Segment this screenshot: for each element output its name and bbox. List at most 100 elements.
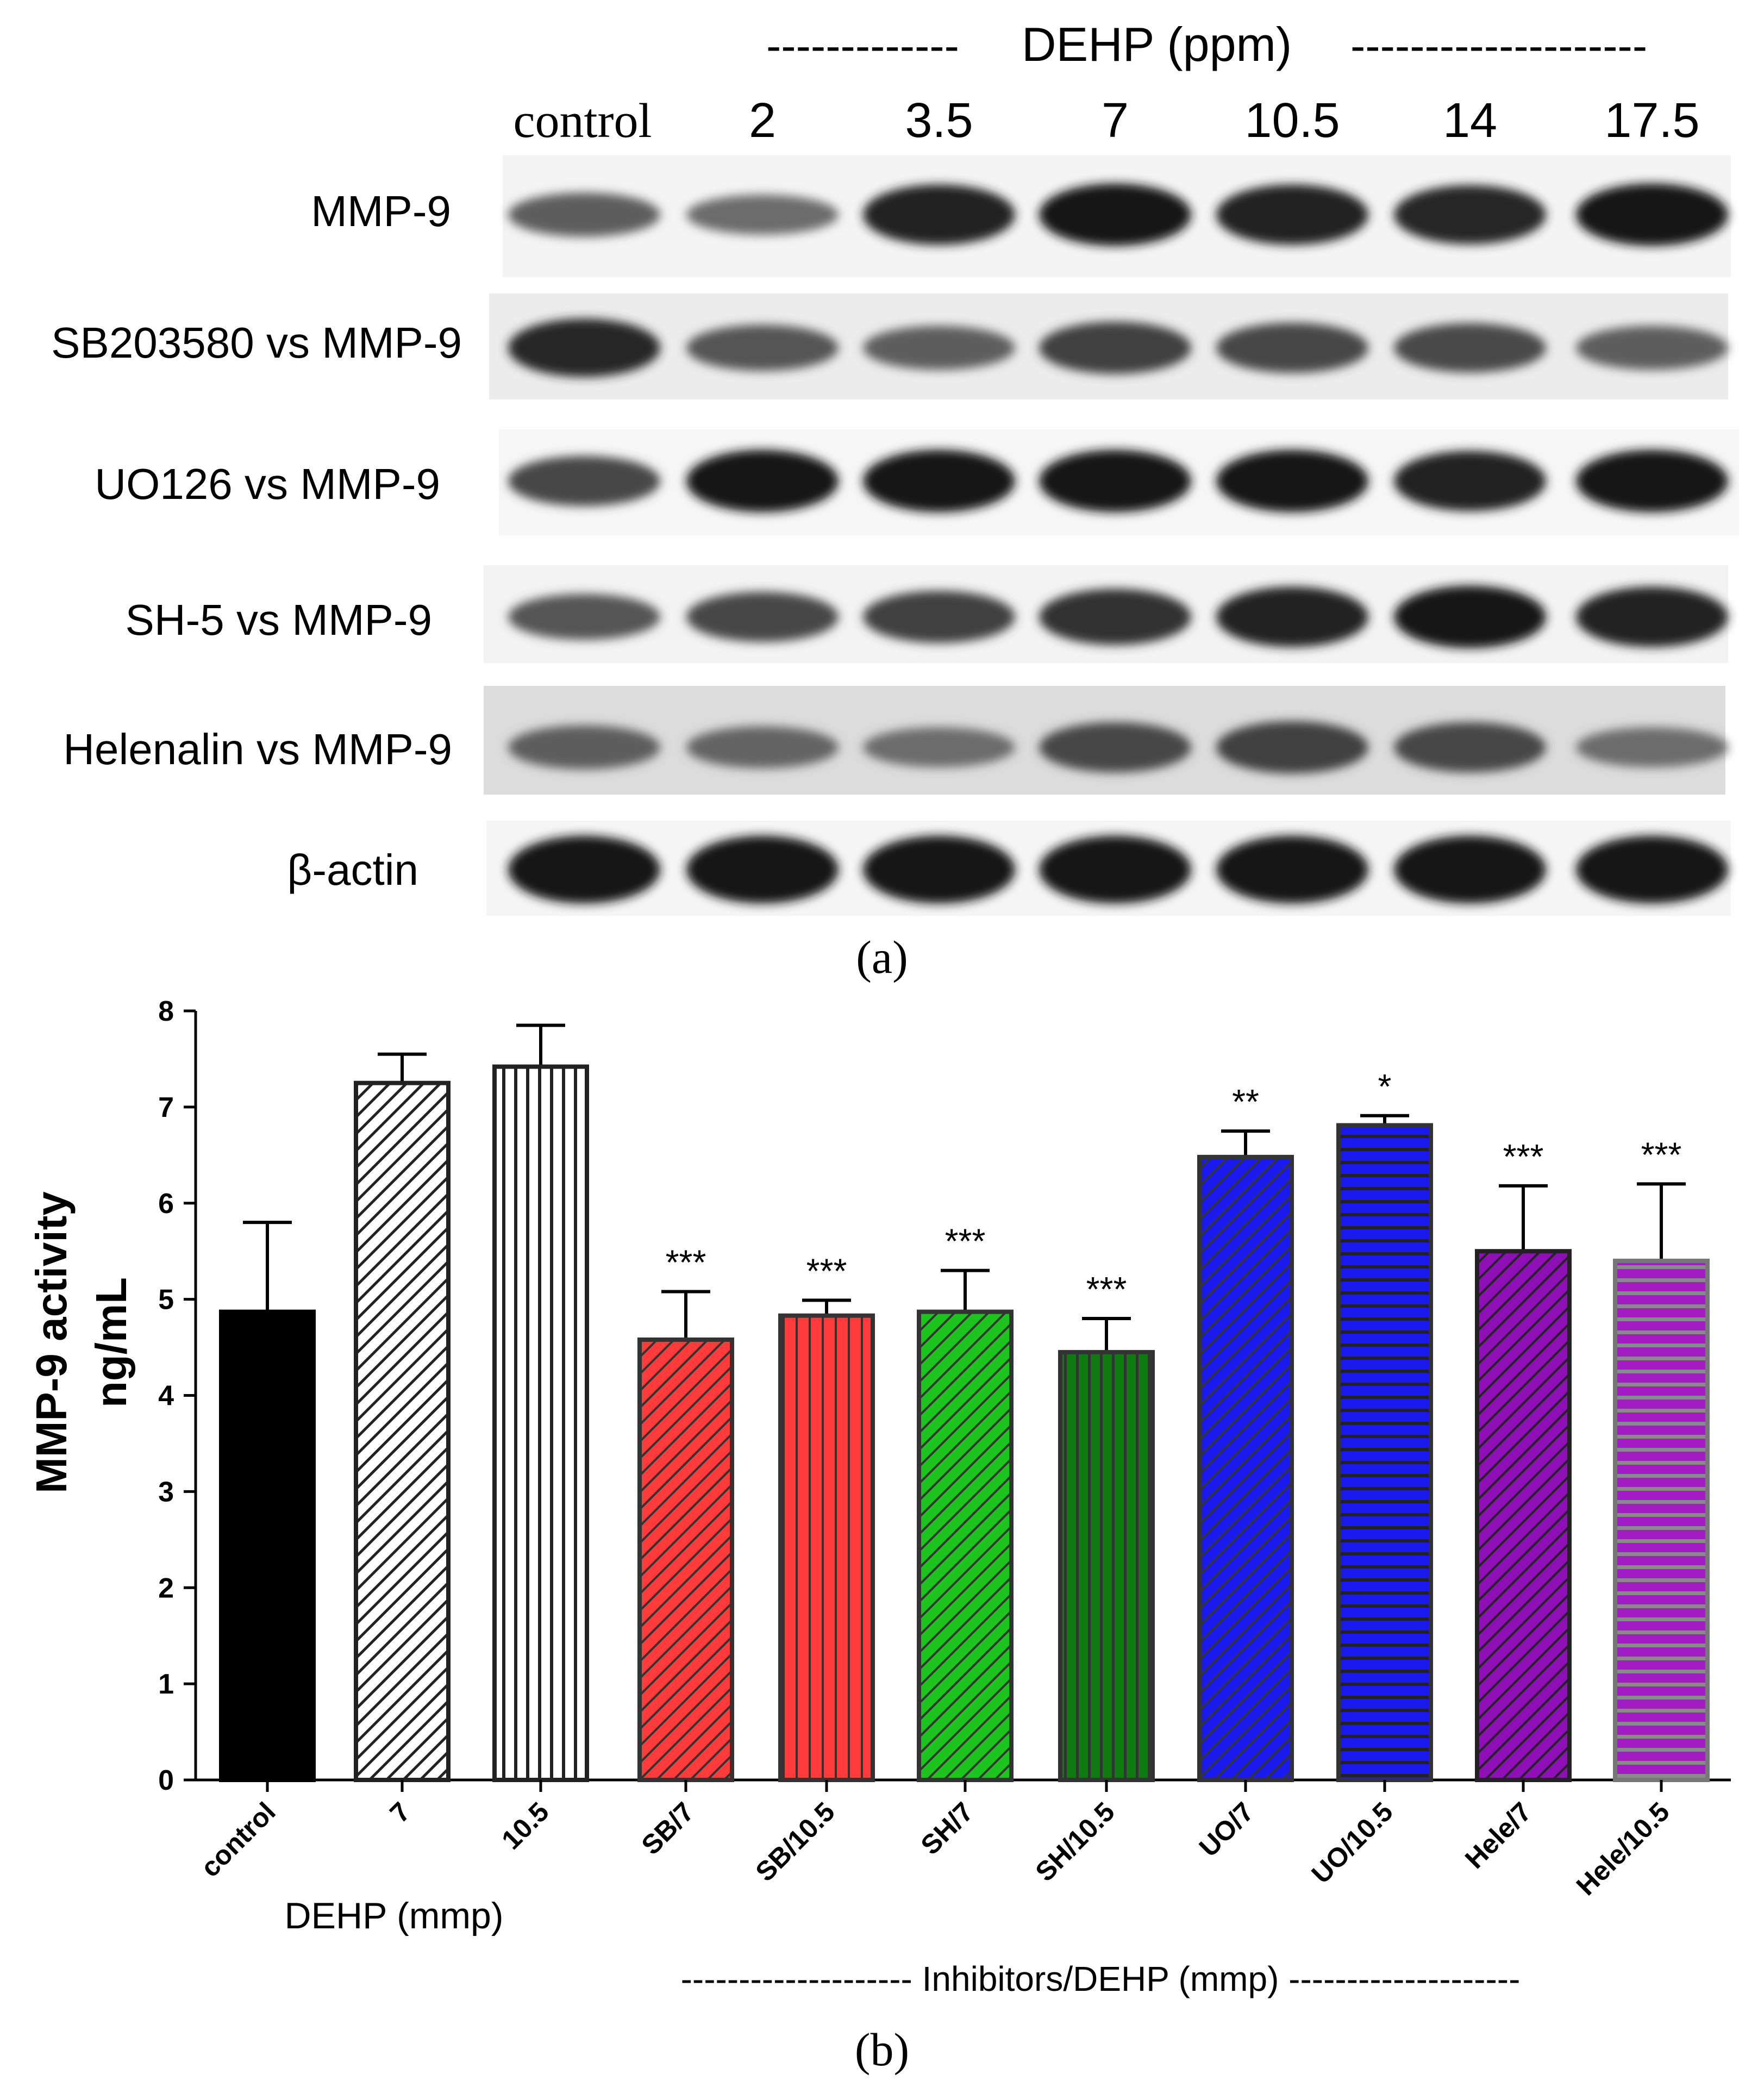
significance-label: *** [666,1242,706,1282]
blot-band [508,725,660,770]
blot-band [1039,835,1191,904]
y-tick-label: 2 [158,1572,174,1604]
lane-label: 3.5 [905,93,973,148]
western-blot-panel: ------------- DEHP (ppm) ---------------… [51,17,1739,983]
blot-band [863,449,1015,513]
bar [1613,1258,1710,1782]
bar [1336,1123,1433,1782]
lane-label: 10.5 [1244,93,1340,148]
blot-band [508,318,660,377]
blot-row-label: β-actin [287,846,418,894]
blot-band [686,591,839,642]
blot-row: SB203580 vs MMP-9 [51,293,1728,399]
x-tick-label: SH/7 [915,1796,979,1860]
y-axis-label-line1: MMP-9 activity [27,1191,76,1494]
blot-band [1216,184,1368,245]
blot-band [1216,586,1368,647]
blot-band [1394,722,1546,773]
significance-label: *** [1503,1137,1544,1176]
x-tick-label: UO/7 [1193,1796,1260,1863]
lane-label: 17.5 [1604,93,1699,148]
lane-label: 2 [749,93,776,148]
group-label-inhibitors: -------------------- Inhibitors/DEHP (mm… [681,1959,1521,1998]
y-tick-label: 1 [158,1669,174,1700]
bar [1475,1249,1572,1782]
blot-band [863,727,1015,767]
x-tick-label: Hele/10.5 [1571,1796,1675,1901]
blot-band [1039,722,1191,773]
blot-row: SH-5 vs MMP-9 [126,565,1728,663]
significance-label: *** [806,1251,847,1290]
blot-band [686,726,839,769]
blot-band [1039,589,1191,645]
dehp-header-dashes-right: -------------------- [1350,21,1647,71]
bar [492,1064,589,1782]
x-tick-label: SB/10.5 [749,1796,840,1887]
lane-label: 7 [1102,93,1129,148]
y-axis-label-line2: ng/mL [87,1277,135,1408]
blot-row-label: MMP-9 [311,187,451,235]
bar [1058,1349,1155,1782]
group-label-dehp: DEHP (mmp) [285,1895,504,1936]
lane-label: control [514,94,652,148]
bar [778,1313,875,1783]
blot-band [1576,727,1728,767]
blot-band [1576,586,1728,647]
blot-band [1394,185,1546,245]
bar [219,1309,316,1782]
x-tick-label: SB/7 [636,1796,700,1860]
blot-row: Helenalin vs MMP-9 [63,686,1728,795]
blot-band [1039,449,1191,513]
x-tick-label: 10.5 [496,1796,554,1855]
blot-band [1394,835,1546,904]
x-tick-label: UO/10.5 [1306,1796,1399,1889]
y-tick-label: 3 [158,1476,174,1508]
significance-label: *** [945,1222,986,1261]
y-tick-label: 5 [158,1284,174,1316]
dehp-header-title: DEHP (ppm) [1022,17,1292,71]
blot-rows: MMP-9 SB203580 vs MMP-9 UO126 vs MMP-9 SH-5… [51,155,1739,916]
bar [917,1309,1014,1782]
blot-band [686,449,839,513]
y-tick-label: 0 [158,1765,174,1796]
blot-band [863,835,1015,904]
blot-band [1394,585,1546,648]
blot-row: UO126 vs MMP-9 [95,429,1739,535]
blot-band [863,326,1015,370]
bar [354,1080,451,1782]
significance-label: * [1378,1067,1392,1106]
bar [637,1337,734,1783]
blot-band [508,192,660,237]
blot-band [1216,322,1368,373]
blot-row-label: SH-5 vs MMP-9 [126,596,433,644]
significance-label: ** [1232,1082,1259,1121]
blot-band [1039,321,1191,374]
bar [1197,1154,1294,1783]
lane-labels: control 2 3.5 7 10.5 14 17.5 [514,93,1700,148]
panel-a-label: (a) [856,931,908,983]
x-tick-label: Hele/7 [1459,1796,1537,1875]
blot-band [508,593,660,640]
blot-band [1394,451,1546,511]
y-tick-label: 7 [158,1092,174,1123]
blot-band [863,184,1015,245]
significance-label: *** [1086,1270,1127,1309]
blot-band [1576,449,1728,513]
blot-band [1394,323,1546,373]
x-tick-label: SH/10.5 [1029,1796,1120,1887]
blot-band [508,455,660,507]
blot-row-label: SB203580 vs MMP-9 [51,318,462,367]
x-tick-label: control [195,1796,281,1883]
blot-band [1576,835,1728,904]
blot-band [686,324,839,371]
blot-row: MMP-9 [311,155,1731,277]
significance-label: *** [1641,1135,1682,1174]
y-tick-label: 6 [158,1188,174,1220]
blot-row-label: UO126 vs MMP-9 [95,460,440,508]
blot-band [1039,183,1191,246]
dehp-header-dashes-left: ------------- [766,21,959,71]
y-tick-label: 4 [158,1380,174,1412]
